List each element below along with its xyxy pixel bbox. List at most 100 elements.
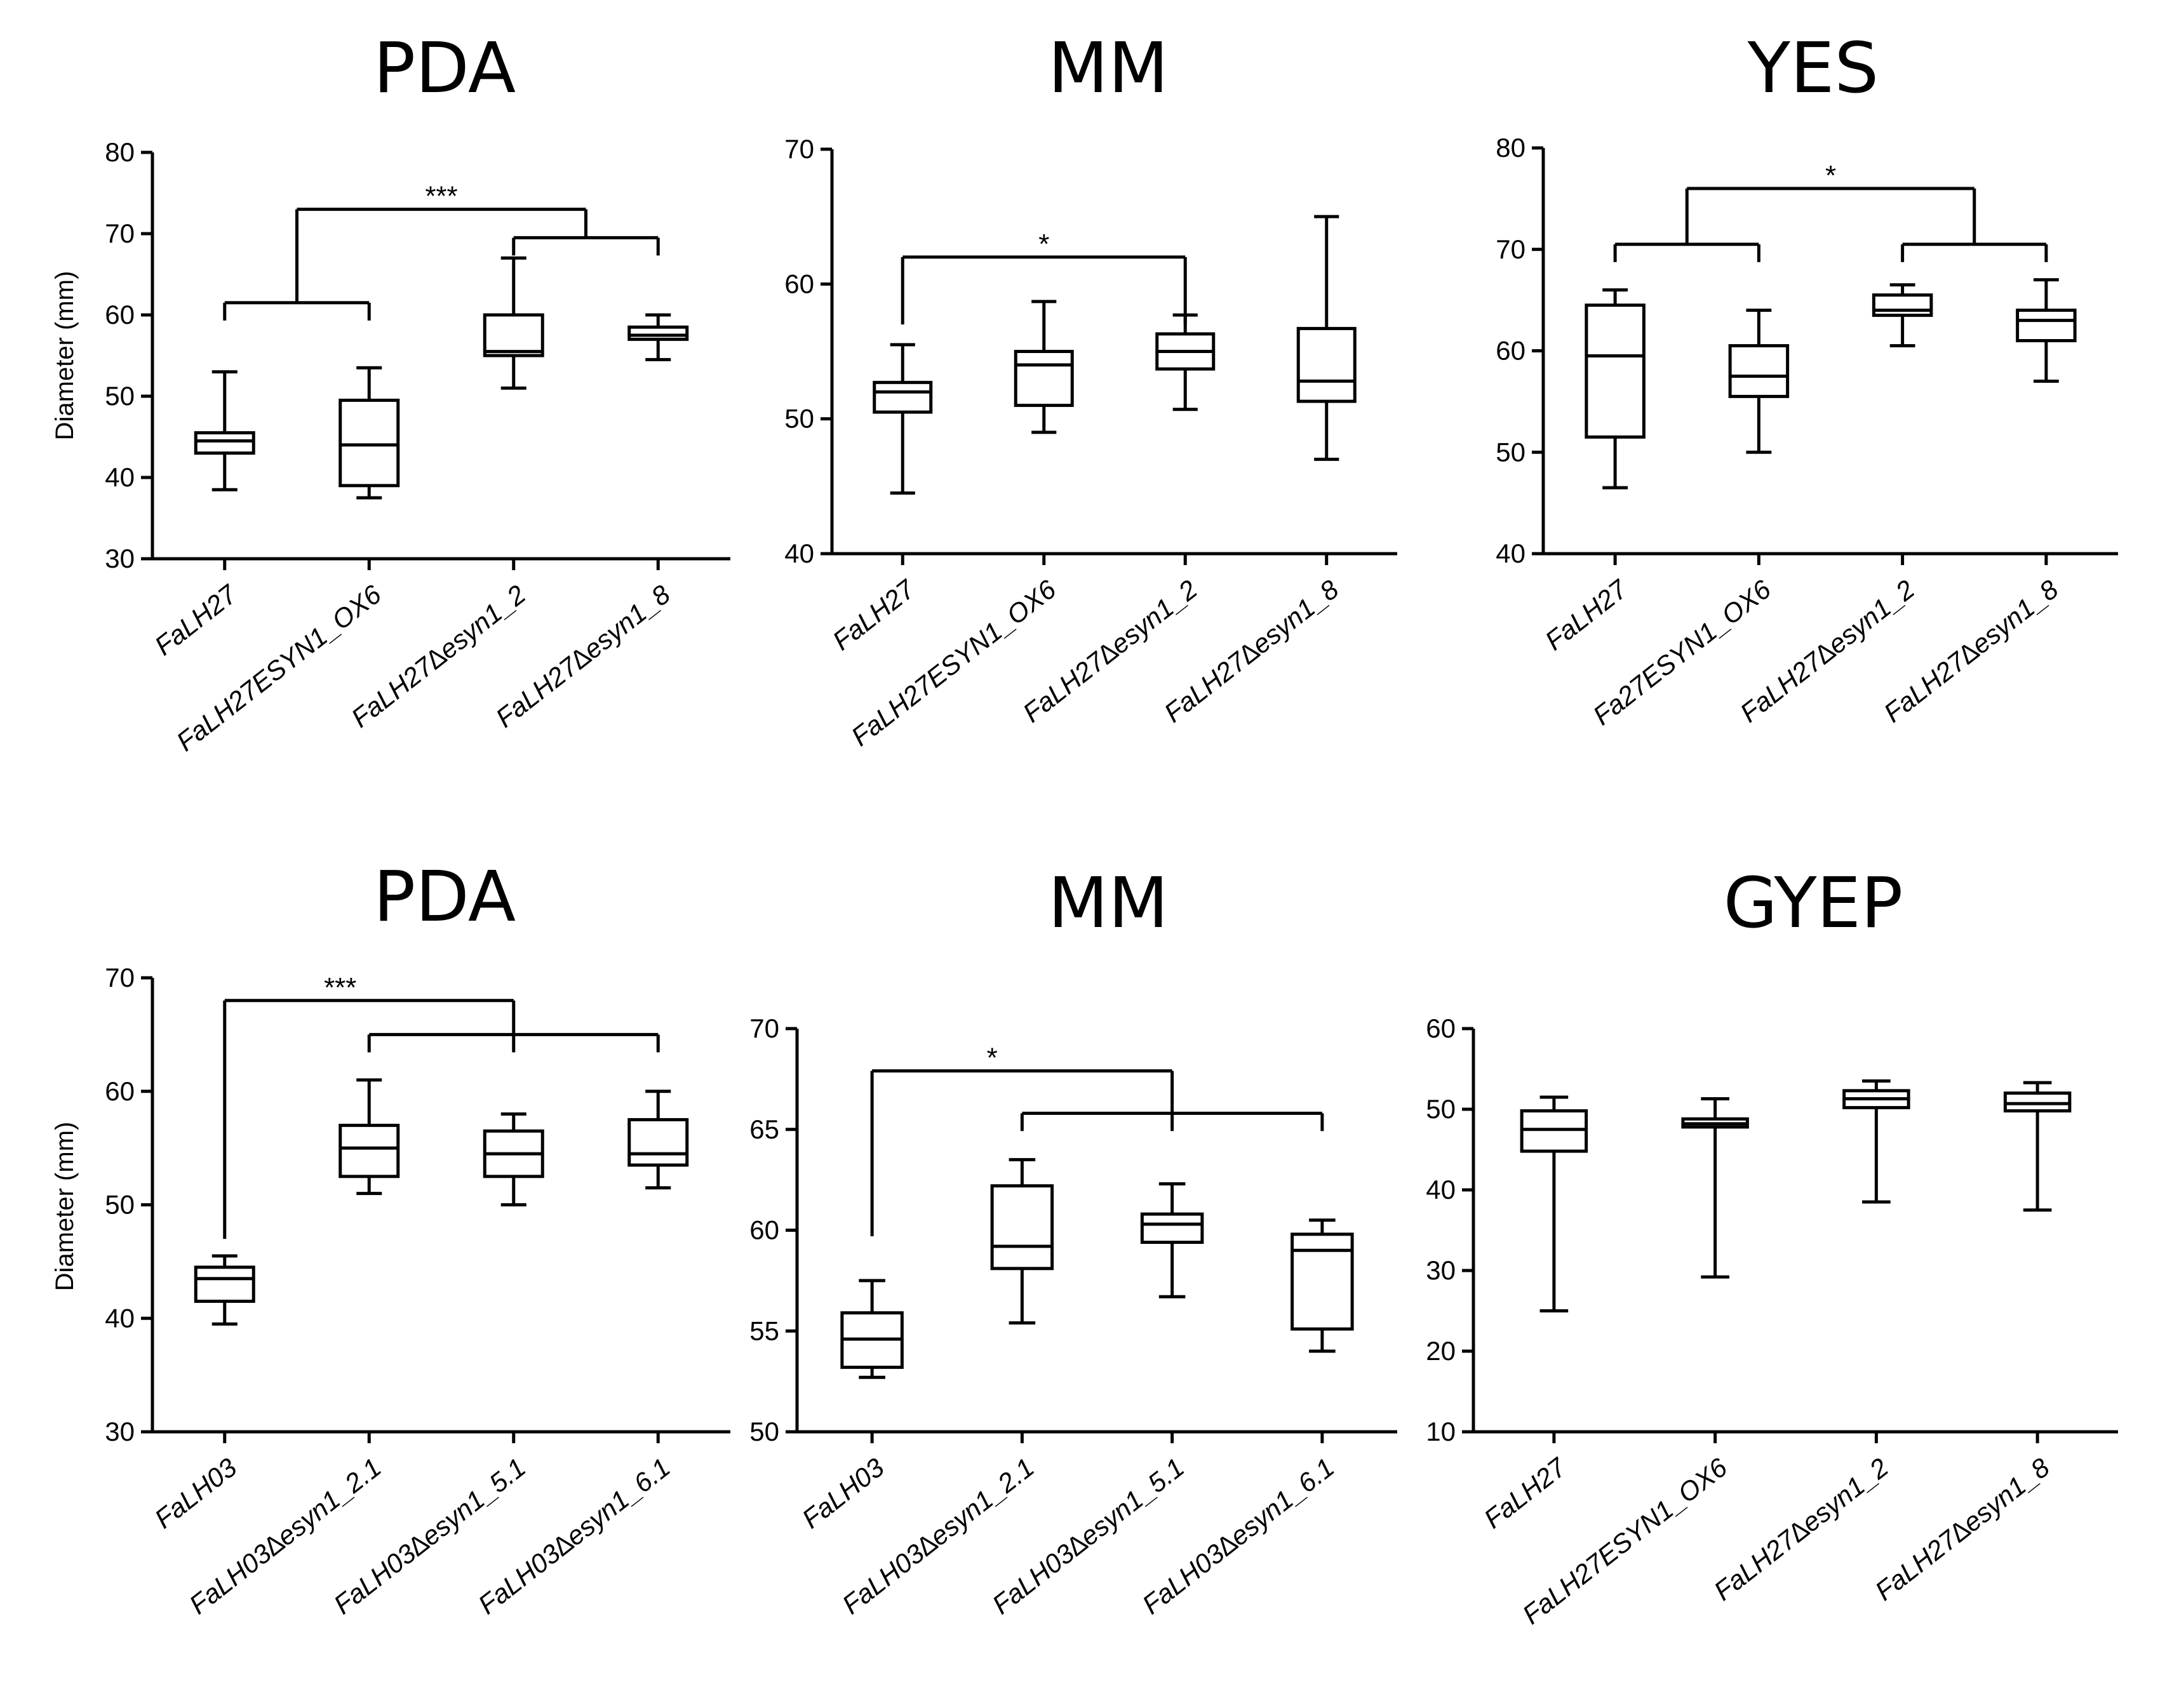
y-tick-label: 50 <box>105 381 135 411</box>
significance-label: *** <box>324 972 356 1003</box>
iqr-box <box>627 325 689 341</box>
y-tick-label: 40 <box>1426 1175 1456 1204</box>
y-tick-label: 80 <box>105 137 135 167</box>
significance-bracket: *** <box>223 181 660 321</box>
iqr-box <box>483 313 544 357</box>
box-plot-2 <box>1728 309 1790 454</box>
box-plot-2 <box>1014 300 1074 434</box>
box-plot-1 <box>873 343 933 495</box>
y-tick-label: 70 <box>749 1013 779 1043</box>
iqr-box <box>1296 326 1357 403</box>
significance-label: * <box>1038 229 1049 260</box>
y-axis-label: Diameter (mm) <box>51 1122 79 1291</box>
y-tick-label: 60 <box>1496 336 1525 366</box>
box-plot-1 <box>1585 288 1646 490</box>
box-plot-4 <box>2016 278 2077 383</box>
y-tick-label: 60 <box>749 1215 779 1245</box>
iqr-box <box>873 380 933 414</box>
y-tick-label: 55 <box>749 1316 779 1345</box>
box-plot-3 <box>1872 283 1933 348</box>
category-label: FaLH03 <box>796 1452 890 1534</box>
y-tick-label: 80 <box>1496 133 1525 163</box>
y-tick-label: 30 <box>105 1417 135 1446</box>
y-axis-label: Diameter (mm) <box>51 271 79 441</box>
box-plot-2 <box>1681 1097 1749 1279</box>
panel-top-right-yes: YES4050607080FaLH27Fa27ESYN1_OX6FaLH27∆e… <box>1496 27 2118 731</box>
box-plot-4 <box>2003 1081 2072 1212</box>
panel-title: MM <box>1048 862 1169 944</box>
significance-label: * <box>1825 160 1836 191</box>
y-tick-label: 30 <box>105 544 135 573</box>
iqr-box <box>2016 309 2077 343</box>
panel-title: PDA <box>373 27 516 109</box>
significance-bracket: * <box>1613 160 2048 262</box>
y-tick-label: 50 <box>749 1417 779 1446</box>
y-tick-label: 50 <box>105 1190 135 1220</box>
panel-title: PDA <box>373 856 516 937</box>
iqr-box <box>1291 1232 1354 1331</box>
y-tick-label: 40 <box>784 538 814 568</box>
significance-bracket: * <box>901 229 1187 325</box>
category-label: FaLH27∆esyn1_8 <box>1870 1452 2056 1606</box>
y-tick-label: 50 <box>1496 437 1525 467</box>
box-plot-1 <box>194 1254 255 1326</box>
box-plot-2 <box>339 366 400 500</box>
iqr-box <box>1872 293 1933 317</box>
category-label: FaLH03 <box>149 1452 243 1534</box>
iqr-box <box>627 1118 689 1167</box>
category-label: FaLH27 <box>827 573 921 656</box>
iqr-box <box>1140 1212 1204 1244</box>
y-tick-label: 65 <box>749 1114 779 1144</box>
box-plot-1 <box>194 370 255 491</box>
box-plot-4 <box>627 313 689 361</box>
box-plot-4 <box>627 1090 689 1190</box>
category-label: FaLH27 <box>1539 573 1633 656</box>
y-tick-label: 40 <box>105 462 135 492</box>
box-plot-3 <box>483 256 544 390</box>
y-tick-label: 60 <box>105 300 135 330</box>
y-tick-label: 60 <box>784 269 814 298</box>
y-tick-label: 60 <box>1426 1013 1456 1043</box>
box-plot-2 <box>339 1078 400 1196</box>
panel-top-middle-mm: MM40506070FaLH27FaLH27ESYN1_OX6FaLH27∆es… <box>784 27 1397 752</box>
box-plot-1 <box>840 1279 904 1379</box>
category-label: FaLH27∆esyn1_2 <box>1708 1452 1894 1606</box>
iqr-box <box>2003 1091 2072 1113</box>
iqr-box <box>194 431 255 455</box>
y-tick-label: 10 <box>1426 1417 1456 1446</box>
box-plot-1 <box>1520 1095 1588 1312</box>
iqr-box <box>1585 304 1646 439</box>
category-label: FaLH27 <box>149 578 243 661</box>
box-plot-3 <box>1140 1182 1204 1298</box>
y-tick-label: 40 <box>105 1303 135 1333</box>
box-plot-4 <box>1291 1218 1354 1353</box>
y-tick-label: 70 <box>105 963 135 992</box>
y-tick-label: 70 <box>105 218 135 248</box>
significance-bracket: * <box>870 1043 1324 1237</box>
significance-label: * <box>987 1043 998 1074</box>
iqr-box <box>1520 1109 1588 1153</box>
iqr-box <box>1014 350 1074 407</box>
y-tick-label: 70 <box>784 134 814 164</box>
box-plot-3 <box>1155 313 1216 411</box>
box-plot-2 <box>990 1158 1054 1325</box>
y-tick-label: 40 <box>1496 538 1525 568</box>
panel-bottom-middle-mm: MM5055606570FaLH03FaLH03∆esyn1_2.1FaLH03… <box>749 862 1397 1620</box>
significance-bracket: *** <box>223 972 660 1239</box>
y-tick-label: 70 <box>1496 234 1525 264</box>
y-tick-label: 50 <box>1426 1094 1456 1124</box>
iqr-box <box>194 1265 255 1303</box>
y-tick-label: 60 <box>105 1076 135 1106</box>
y-tick-label: 30 <box>1426 1255 1456 1285</box>
y-tick-label: 20 <box>1426 1336 1456 1366</box>
panel-bottom-right-gyep: GYEP102030405060FaLH27FaLH27ESYN1_OX6FaL… <box>1426 862 2118 1630</box>
iqr-box <box>339 1123 400 1178</box>
panel-title: GYEP <box>1724 862 1903 944</box>
panel-title: MM <box>1048 27 1169 109</box>
box-plot-4 <box>1296 215 1357 461</box>
category-label: FaLH27 <box>1478 1451 1572 1534</box>
iqr-box <box>990 1184 1054 1271</box>
